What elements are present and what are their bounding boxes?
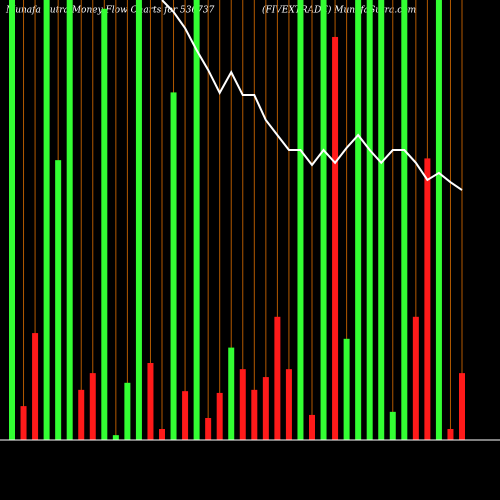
bar: [32, 333, 39, 440]
bar: [435, 0, 442, 440]
bar: [147, 363, 154, 440]
bar: [366, 0, 373, 440]
bar: [412, 316, 419, 440]
bar: [112, 435, 119, 440]
bar: [170, 92, 177, 441]
bar: [285, 369, 292, 440]
bar: [135, 0, 142, 440]
bar: [9, 0, 15, 440]
bar: [389, 411, 396, 440]
bar: [66, 0, 73, 440]
bar: [332, 36, 339, 441]
bar: [239, 369, 246, 440]
bar: [343, 338, 350, 440]
bar: [228, 347, 235, 440]
bar: [205, 418, 212, 440]
bar: [424, 158, 431, 440]
bar: [101, 8, 108, 441]
bar: [459, 373, 465, 440]
bar: [274, 316, 281, 440]
price-line: [161, 0, 463, 191]
bar: [193, 0, 200, 440]
bar: [124, 382, 131, 440]
bar: [297, 0, 304, 440]
bar: [159, 429, 165, 440]
bar: [78, 389, 85, 440]
bar: [378, 0, 385, 440]
bar: [251, 389, 258, 440]
bar: [43, 0, 50, 440]
bar: [355, 0, 362, 440]
bar: [447, 429, 454, 440]
bar: [320, 0, 327, 440]
chart-title: Munafa Sutra Money Flow Charts for 53673…: [5, 6, 215, 16]
bar: [89, 373, 96, 440]
bar: [55, 160, 62, 440]
bar: [309, 414, 315, 440]
bar: [216, 392, 223, 440]
bar: [182, 391, 189, 440]
bar: [262, 377, 269, 440]
bar: [401, 0, 408, 440]
chart-subtitle: (FIVEXTRADE) MunafaSutra.com: [262, 5, 416, 16]
bar: [20, 406, 27, 440]
